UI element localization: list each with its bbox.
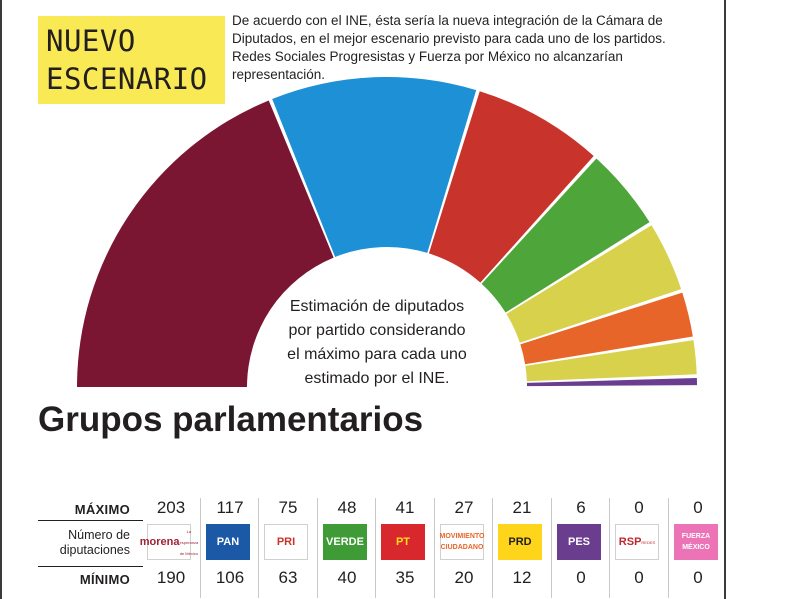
logo-text-verde: VERDE [326,535,364,548]
min-value-pes: 0 [576,568,586,587]
hemicycle-segment-pri [428,91,594,283]
column-separator [668,498,669,598]
hemicycle-segment-prd [525,340,697,382]
logo-subtext-rsp: REDES [641,539,656,545]
headline-line-2: ESCENARIO [46,62,208,96]
logo-text-morena: morena [139,535,180,548]
row-label-min: MÍNIMO [79,572,130,587]
logo-subtext-morena: La esperanza de México [179,528,199,556]
column-separator [492,498,493,598]
row-label-max: MÁXIMO [74,502,130,517]
logo-text-pes: PES [567,535,590,548]
party-column-pri: 75 PRI 63 [260,498,316,598]
column-separator [375,498,376,598]
hemicycle-chart [77,77,697,388]
frame-right-rule [724,0,726,599]
logo-text-pt: PT [395,535,411,548]
divider-top [38,520,143,521]
party-column-pan: 117 PAN 106 [202,498,258,598]
prd-logo-icon: PRD [498,524,542,560]
max-value-pri: 75 [278,498,298,517]
party-column-rsp: 0 RSP REDES 0 [611,498,667,598]
column-separator [434,498,435,598]
logo-text-rsp: RSP [618,535,642,548]
column-separator [317,498,318,598]
max-value-pan: 117 [216,498,244,517]
max-value-fuerza-méxico: 0 [693,498,703,517]
movimiento-ciudadano-logo-icon: MOVIMIENTO CIUDADANO [439,524,485,560]
max-value-pes: 6 [576,498,586,517]
headline-box: NUEVO ESCENARIO [38,16,225,104]
chart-center-note: Estimación de diputados por partido cons… [287,298,467,387]
pes-logo-icon: PES [557,524,601,560]
min-value-pt: 35 [395,568,415,587]
hemicycle-segment-pes [526,378,697,387]
party-column-fuerza-méxico: 0 FUERZA MÉXICO 0 [670,498,726,598]
logo-text-fuerza-méxico: FUERZA MÉXICO [681,533,711,551]
min-value-movimiento-ciudadano: 20 [454,568,474,587]
party-column-morena: 203 morena La esperanza de México 190 [140,498,199,598]
morena-logo-icon: morena La esperanza de México [140,524,198,560]
max-value-prd: 21 [512,498,532,517]
frame-left-rule [0,0,2,599]
max-value-verde: 48 [337,498,357,517]
hemicycle-segment-pt [506,225,682,343]
min-value-morena: 190 [156,568,186,587]
section-title: Grupos parlamentarios [38,398,423,442]
logo-text-pri: PRI [276,535,296,548]
pan-logo-icon: PAN [206,524,250,560]
min-value-pri: 63 [278,568,298,587]
logo-text-movimiento-ciudadano: MOVIMIENTO CIUDADANO [439,533,485,551]
intro-text: De acuerdo con el INE, ésta sería la nue… [232,13,666,82]
verde-logo-icon: VERDE [323,524,367,560]
max-value-pt: 41 [395,498,415,517]
divider-bottom [38,566,143,567]
max-value-movimiento-ciudadano: 27 [454,498,474,517]
max-value-morena: 203 [156,498,186,517]
min-value-pan: 106 [215,568,245,587]
rsp-logo-icon: RSP REDES [615,524,659,560]
fuerza-mexico-logo-icon: FUERZA MÉXICO [674,524,718,560]
column-separator [609,498,610,598]
headline-line-1: NUEVO [46,24,136,58]
party-column-pt: 41 PT 35 [377,498,433,598]
min-value-fuerza-méxico: 0 [693,568,703,587]
party-column-pes: 6 PES 0 [553,498,609,598]
column-separator [551,498,552,598]
row-label-count: Número de diputaciones [59,528,130,557]
party-column-movimiento-ciudadano: 27 MOVIMIENTO CIUDADANO 20 [436,498,492,598]
column-separator [200,498,201,598]
logo-text-prd: PRD [508,535,532,548]
min-value-prd: 12 [512,568,532,587]
min-value-verde: 40 [337,568,357,587]
hemicycle-segment-morena [77,100,334,388]
column-separator [258,498,259,598]
hemicycle-segment-verde [481,158,650,313]
hemicycle-segment-movimiento-ciudadano [520,292,693,365]
pri-logo-icon: PRI [264,524,308,560]
party-column-verde: 48 VERDE 40 [319,498,375,598]
pt-logo-icon: PT [381,524,425,560]
section-title-text: Grupos parlamentarios [38,400,424,439]
hemicycle-segment-pan [272,77,477,257]
party-column-prd: 21 PRD 12 [494,498,550,598]
min-value-rsp: 0 [634,568,644,587]
max-value-rsp: 0 [634,498,644,517]
logo-text-pan: PAN [216,535,240,548]
